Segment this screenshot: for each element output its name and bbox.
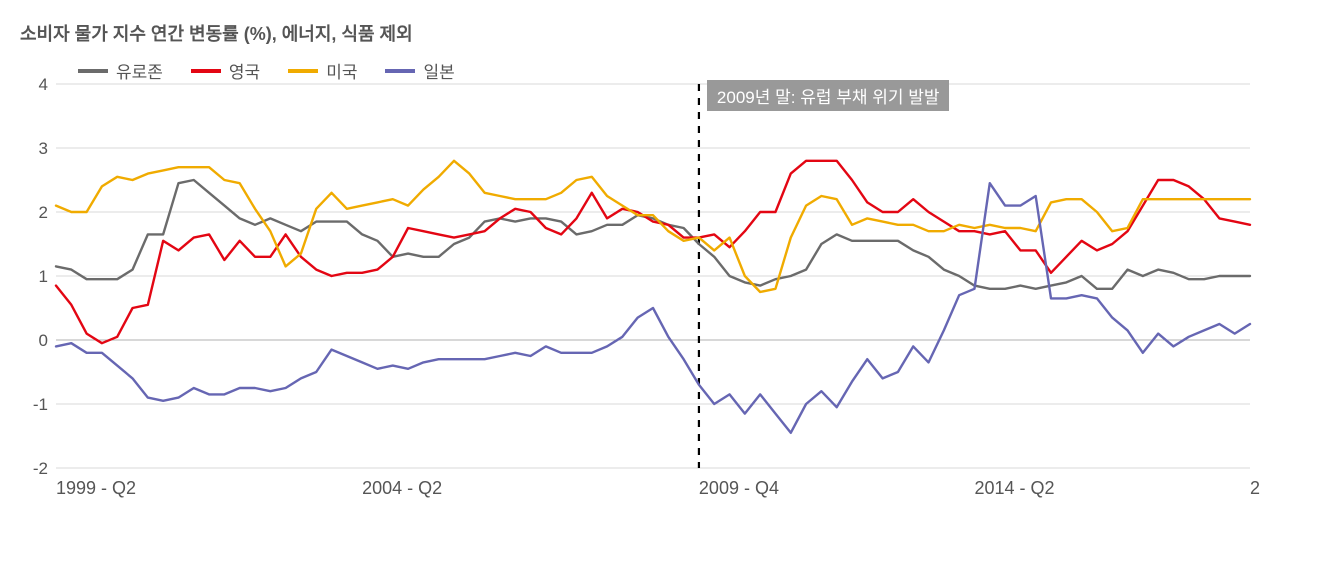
legend-item-eurozone: 유로존 xyxy=(78,58,163,83)
svg-text:2009 - Q4: 2009 - Q4 xyxy=(699,478,779,498)
legend-item-us: 미국 xyxy=(288,58,357,83)
legend-label: 일본 xyxy=(423,58,454,83)
line-chart-svg: -2 -1 0 1 2 3 4 1999 - Q2 2004 - Q2 2009 - Q4 2014… xyxy=(20,54,1260,514)
event-annotation: 2009년 말: 유럽 부채 위기 발발 xyxy=(707,80,950,111)
svg-text:-2: -2 xyxy=(33,459,48,478)
svg-text:1: 1 xyxy=(39,267,48,286)
svg-text:3: 3 xyxy=(39,139,48,158)
svg-text:1999 - Q2: 1999 - Q2 xyxy=(56,478,136,498)
chart-container: 소비자 물가 지수 연간 변동률 (%), 에너지, 식품 제외 유로존 영국 … xyxy=(20,20,1303,546)
legend-swatch xyxy=(385,69,415,73)
svg-text:2004 - Q2: 2004 - Q2 xyxy=(362,478,442,498)
chart-title: 소비자 물가 지수 연간 변동률 (%), 에너지, 식품 제외 xyxy=(20,20,1303,46)
svg-text:2018 - Q4: 2018 - Q4 xyxy=(1250,478,1260,498)
legend-item-uk: 영국 xyxy=(191,58,260,83)
legend-swatch xyxy=(191,69,221,73)
svg-text:-1: -1 xyxy=(33,395,48,414)
svg-text:4: 4 xyxy=(39,75,48,94)
svg-text:2: 2 xyxy=(39,203,48,222)
legend-label: 유로존 xyxy=(116,58,163,83)
legend-item-japan: 일본 xyxy=(385,58,454,83)
svg-text:0: 0 xyxy=(39,331,48,350)
legend-swatch xyxy=(78,69,108,73)
legend-swatch xyxy=(288,69,318,73)
legend-label: 미국 xyxy=(326,58,357,83)
svg-text:2014 - Q2: 2014 - Q2 xyxy=(974,478,1054,498)
legend-label: 영국 xyxy=(229,58,260,83)
legend: 유로존 영국 미국 일본 xyxy=(78,58,455,83)
